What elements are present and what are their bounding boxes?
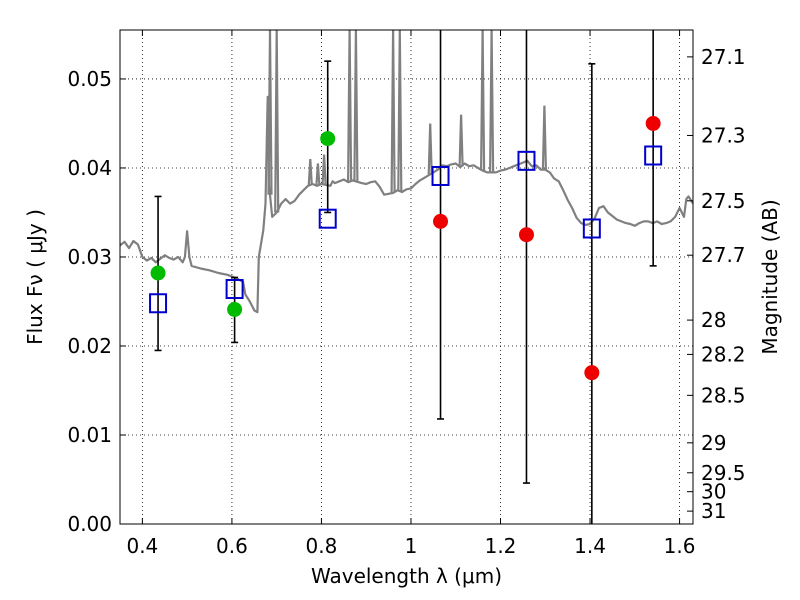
nir-detection-point — [518, 227, 534, 243]
x-tick-label: 1.6 — [664, 534, 696, 558]
y-tick-label: 0.04 — [67, 156, 112, 180]
mag-tick-label: 29.5 — [701, 461, 746, 485]
x-tick-label: 0.8 — [306, 534, 338, 558]
plot-frame — [119, 29, 694, 525]
model-point-square — [517, 150, 536, 171]
mag-tick-label: 27.7 — [701, 243, 746, 267]
x-tick-label: 1.4 — [574, 534, 606, 558]
mag-tick-label: 27.3 — [701, 123, 746, 147]
mag-tick-label: 28 — [701, 308, 726, 332]
spectrum-emission-line — [427, 123, 433, 175]
y-tick-label: 0.02 — [67, 334, 112, 358]
optical-detection-point — [320, 131, 336, 147]
optical-detection-point — [150, 265, 166, 281]
nir-detection-point — [645, 115, 661, 131]
mag-tick-label: 30 — [701, 480, 726, 504]
spectrum-emission-line — [274, 29, 280, 213]
optical-detection-point — [227, 301, 243, 317]
mag-tick-label: 29 — [701, 431, 726, 455]
spectrum-emission-line — [397, 29, 403, 192]
x-axis-label: Wavelength λ (μm) — [311, 564, 502, 588]
axis-ticks: 0.4 0.6 0.8 1 1.2 1.4 1.6 0.00 0.01 0.02 0.03 0.04 0… — [67, 30, 746, 558]
y-tick-label: 0.05 — [67, 67, 112, 91]
model-spectrum — [119, 29, 694, 314]
y-tick-label: 0.01 — [67, 423, 112, 447]
spectrum-line — [119, 95, 694, 314]
model-point-square — [582, 218, 601, 239]
model-point-square — [431, 165, 450, 186]
nir-detection-point — [433, 213, 449, 229]
mag-tick-label: 31 — [701, 499, 726, 523]
model-point-square — [644, 145, 663, 166]
y-tick-label: 0.03 — [67, 245, 112, 269]
spectrum-emission-line — [315, 163, 321, 186]
error-bars — [154, 30, 657, 524]
x-tick-label: 0.6 — [216, 534, 248, 558]
spectrum-emission-line — [489, 29, 495, 173]
x-tick-label: 0.4 — [126, 534, 158, 558]
spectrum-emission-line — [307, 159, 313, 185]
model-point-square — [318, 208, 337, 229]
mag-tick-label: 28.2 — [701, 342, 746, 366]
spectrum-emission-line — [353, 29, 359, 182]
mag-tick-label: 27.5 — [701, 189, 746, 213]
y-axis-label: Flux Fν ( μJy ) — [23, 209, 47, 345]
mag-tick-label: 27.1 — [701, 45, 746, 69]
data-markers — [149, 115, 663, 381]
model-point-square — [149, 293, 168, 314]
grid-lines — [120, 30, 693, 525]
spectrum-emission-line — [390, 29, 396, 193]
spectrum-emission-line — [347, 29, 353, 182]
y-tick-label: 0.00 — [67, 512, 112, 536]
spectrum-emission-line — [480, 29, 486, 171]
model-point-square — [225, 279, 244, 300]
x-tick-label: 1.2 — [485, 534, 517, 558]
y-axis-label-right: Magnitude (AB) — [758, 199, 782, 354]
spectrum-emission-line — [541, 105, 547, 170]
spectrum-emission-line — [458, 114, 464, 167]
mag-tick-label: 28.5 — [701, 383, 746, 407]
spectrum-emission-line — [267, 29, 273, 195]
x-tick-label: 1 — [405, 534, 418, 558]
spectrum-emission-line — [321, 154, 327, 185]
nir-detection-point — [584, 365, 600, 381]
